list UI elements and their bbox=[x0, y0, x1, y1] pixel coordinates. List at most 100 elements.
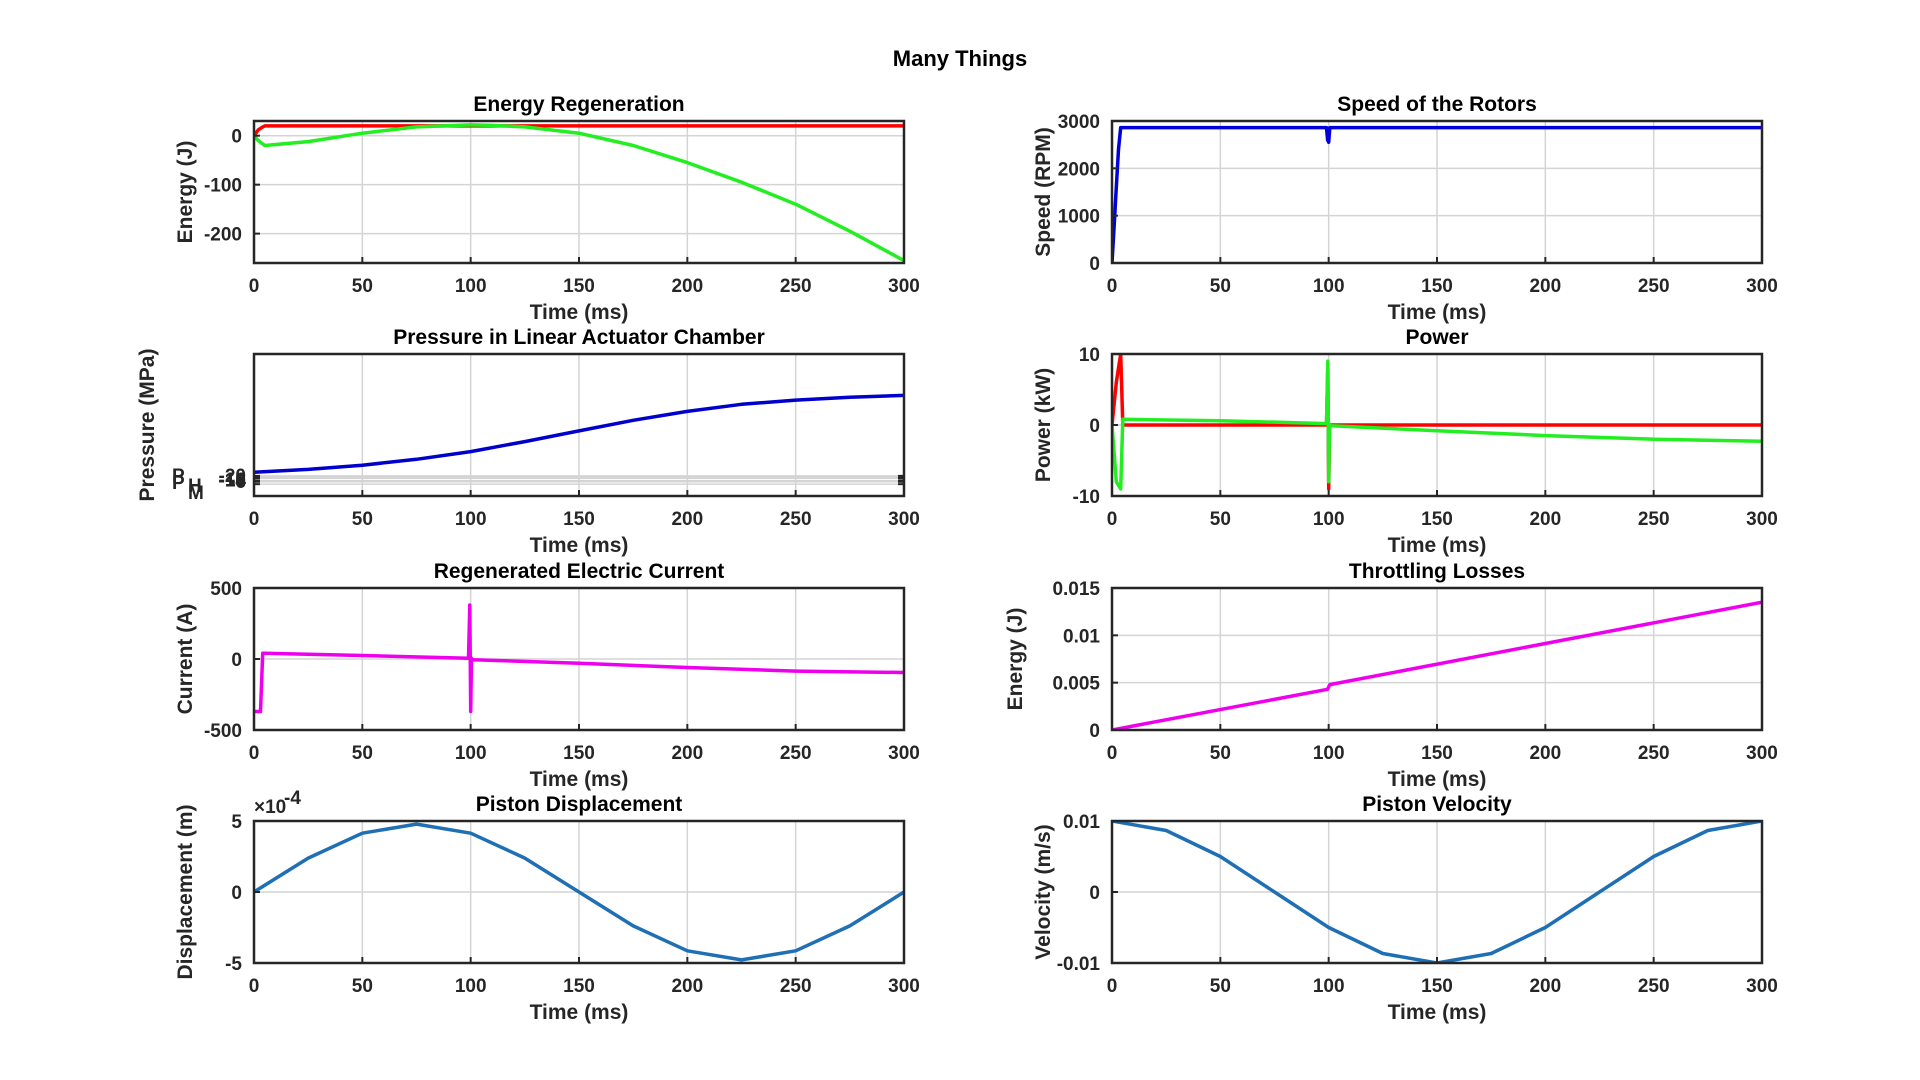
chart-title: Power bbox=[1405, 326, 1468, 349]
x-tick-label: 0 bbox=[249, 743, 260, 764]
x-tick-label: 0 bbox=[249, 276, 260, 297]
y-tick-label: -10 bbox=[1073, 487, 1100, 508]
x-tick-label: 250 bbox=[1638, 743, 1670, 764]
y-tick-label: 1000 bbox=[1058, 207, 1100, 228]
x-axis-label: Time (ms) bbox=[530, 1001, 629, 1024]
x-tick-label: 100 bbox=[455, 743, 487, 764]
x-tick-label: 150 bbox=[563, 276, 595, 297]
y-tick-label: P bbox=[172, 473, 185, 494]
y-tick-label: -5 bbox=[225, 954, 242, 975]
x-axis-label: Time (ms) bbox=[1388, 768, 1487, 791]
x-tick-label: 100 bbox=[1313, 743, 1345, 764]
x-tick-label: 50 bbox=[352, 276, 373, 297]
y-tick-label: -14 bbox=[219, 471, 247, 492]
x-tick-label: 300 bbox=[888, 276, 920, 297]
y-tick-label: -500 bbox=[204, 721, 242, 742]
y-tick-label: -100 bbox=[204, 176, 242, 197]
x-tick-label: 300 bbox=[1746, 509, 1778, 530]
x-tick-label: 150 bbox=[1421, 509, 1453, 530]
y-tick-label: 0.01 bbox=[1063, 626, 1100, 647]
y-tick-label: -200 bbox=[204, 225, 242, 246]
y-axis-label: Power (kW) bbox=[1032, 368, 1055, 482]
x-tick-label: 250 bbox=[1638, 509, 1670, 530]
x-tick-label: 0 bbox=[1107, 743, 1118, 764]
y-axis-label: Energy (J) bbox=[174, 141, 197, 244]
x-tick-label: 300 bbox=[1746, 976, 1778, 997]
x-tick-label: 200 bbox=[671, 743, 703, 764]
x-tick-label: 150 bbox=[1421, 276, 1453, 297]
series-line-2 bbox=[254, 123, 904, 263]
x-tick-label: 250 bbox=[780, 976, 812, 997]
x-axis-label: Time (ms) bbox=[1388, 534, 1487, 557]
x-tick-label: 50 bbox=[352, 743, 373, 764]
y-tick-label: 0.005 bbox=[1052, 674, 1100, 695]
x-tick-label: 200 bbox=[671, 276, 703, 297]
chart-title: Pressure in Linear Actuator Chamber bbox=[393, 326, 765, 349]
series-line-1 bbox=[254, 822, 904, 962]
x-axis-label: Time (ms) bbox=[530, 768, 629, 791]
chart-velocity: 0 50 100 150 200 250 300 -0.01 0 0.01 Piston Veloc… bbox=[1032, 793, 1778, 1024]
chart-title: Regenerated Electric Current bbox=[434, 560, 725, 583]
x-tick-label: 250 bbox=[780, 743, 812, 764]
y-tick-label: 10 bbox=[1079, 345, 1100, 366]
chart-title: Speed of the Rotors bbox=[1337, 93, 1537, 116]
y-tick-label: -8 bbox=[229, 471, 246, 492]
y-tick-label: 500 bbox=[210, 579, 242, 600]
x-tick-label: 100 bbox=[455, 276, 487, 297]
x-tick-label: 50 bbox=[1210, 976, 1231, 997]
x-tick-label: 100 bbox=[455, 976, 487, 997]
series-line-1 bbox=[1112, 600, 1762, 730]
x-axis-label: Time (ms) bbox=[1388, 301, 1487, 324]
x-tick-label: 200 bbox=[1529, 276, 1561, 297]
x-tick-label: 300 bbox=[1746, 276, 1778, 297]
y-axis-label: Current (A) bbox=[174, 604, 197, 715]
y-tick-label: 0 bbox=[1089, 883, 1100, 904]
x-tick-label: 100 bbox=[455, 509, 487, 530]
x-tick-label: 100 bbox=[1313, 509, 1345, 530]
y-axis-label: Displacement (m) bbox=[174, 804, 197, 979]
y-tick-label: -0.01 bbox=[1057, 954, 1101, 975]
y-tick-label: 0 bbox=[231, 883, 242, 904]
y-tick-label: P bbox=[172, 466, 185, 487]
x-tick-label: 50 bbox=[1210, 509, 1231, 530]
x-tick-label: 250 bbox=[780, 276, 812, 297]
series-line-1 bbox=[254, 393, 904, 475]
y-exponent-label: ×10 bbox=[254, 797, 286, 818]
chart-displacement: 0 50 100 150 200 250 300 -5 0 5 ×10-4 Piston Displa… bbox=[174, 788, 920, 1024]
x-tick-label: 150 bbox=[1421, 976, 1453, 997]
y-exponent-power: -4 bbox=[284, 788, 301, 809]
x-axis-label: Time (ms) bbox=[1388, 1001, 1487, 1024]
y-tick-label: 0.01 bbox=[1063, 812, 1100, 833]
x-tick-label: 200 bbox=[671, 509, 703, 530]
y-tick-label: 0 bbox=[231, 127, 242, 148]
y-tick-label: -16 bbox=[219, 470, 246, 491]
x-tick-label: 200 bbox=[671, 976, 703, 997]
x-tick-label: 300 bbox=[888, 509, 920, 530]
x-tick-label: 250 bbox=[1638, 976, 1670, 997]
x-tick-label: 150 bbox=[563, 743, 595, 764]
x-tick-label: 300 bbox=[1746, 743, 1778, 764]
chart-title: Piston Displacement bbox=[476, 793, 683, 816]
y-tick-label: 0 bbox=[1089, 416, 1100, 437]
x-tick-label: 0 bbox=[1107, 276, 1118, 297]
series-line-2 bbox=[1112, 359, 1762, 491]
y-tick-label: -10 bbox=[219, 470, 246, 491]
y-axis-label: Velocity (m/s) bbox=[1032, 824, 1055, 959]
series-line-1 bbox=[254, 603, 904, 714]
x-tick-label: 200 bbox=[1529, 509, 1561, 530]
y-axis-label: Speed (RPM) bbox=[1032, 127, 1055, 257]
y-axis-label: Pressure (MPa) bbox=[136, 349, 159, 502]
x-tick-label: 250 bbox=[1638, 276, 1670, 297]
y-tick-label: -6 bbox=[229, 472, 246, 493]
chart-energy: 0 50 100 150 200 250 300 -200 -100 0 Energy Regene… bbox=[174, 93, 920, 324]
y-axis-label: Energy (J) bbox=[1004, 608, 1027, 711]
y-tick-label: 0 bbox=[1089, 721, 1100, 742]
x-tick-label: 150 bbox=[563, 976, 595, 997]
y-tick-label: 0 bbox=[231, 650, 242, 671]
chart-current: 0 50 100 150 200 250 300 -500 0 500 Regenerated El… bbox=[174, 560, 920, 791]
x-tick-label: 200 bbox=[1529, 976, 1561, 997]
y-tick-label: 5 bbox=[231, 812, 242, 833]
x-axis-label: Time (ms) bbox=[530, 534, 629, 557]
